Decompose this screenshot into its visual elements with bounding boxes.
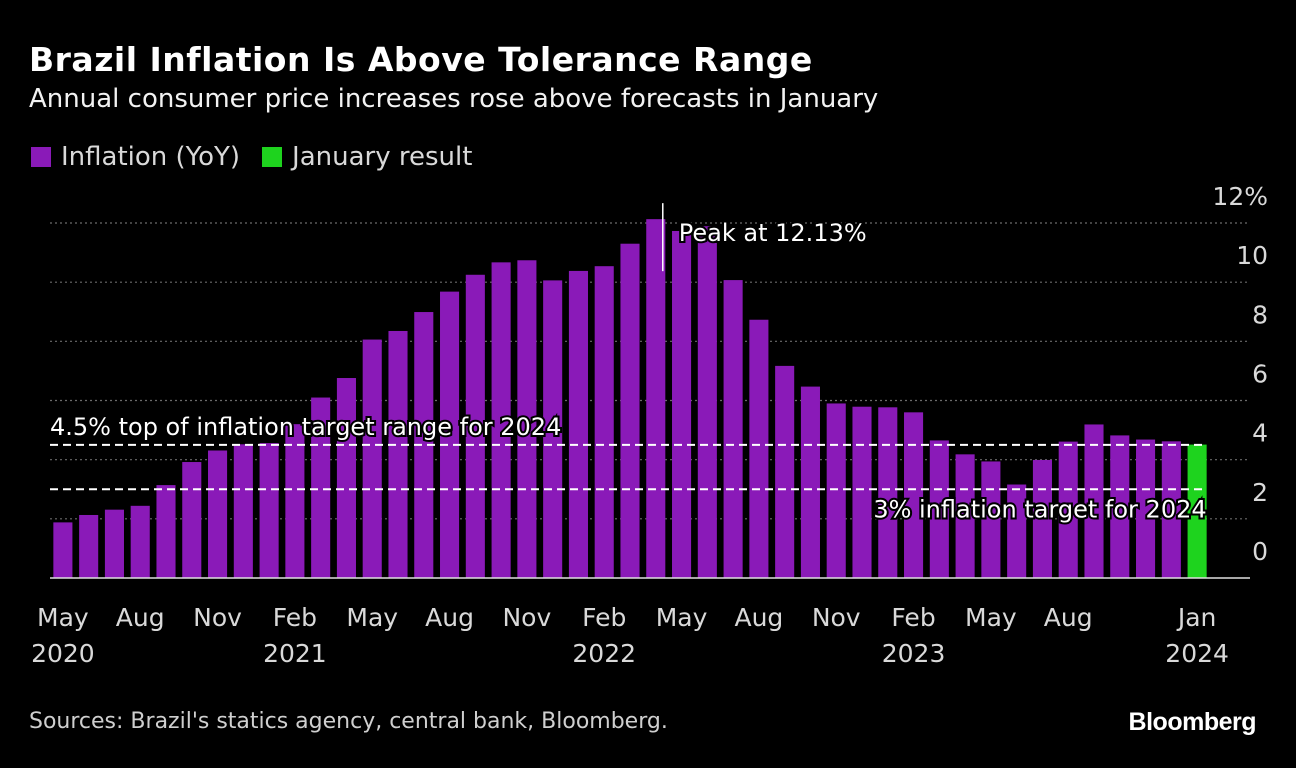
chart-subtitle: Annual consumer price increases rose abo… [29, 84, 879, 114]
bar [233, 444, 253, 578]
legend: Inflation (YoY) January result [31, 142, 494, 172]
source-note: Sources: Brazil's statics agency, centra… [29, 709, 668, 734]
bar [878, 407, 898, 578]
reference-line-label: 4.5% top of inflation target range for 2… [50, 413, 561, 441]
x-tick-label: May [656, 603, 708, 632]
bar [543, 280, 563, 578]
bar [130, 505, 150, 578]
bar [465, 274, 485, 578]
bar [929, 440, 949, 578]
bar [955, 454, 975, 578]
x-tick-year-label: 2022 [572, 639, 636, 668]
x-tick-label: May [965, 603, 1017, 632]
bar [104, 509, 124, 578]
x-tick-label: Feb [582, 603, 626, 632]
bar [517, 260, 537, 578]
x-tick-label: Feb [891, 603, 935, 632]
legend-label-inflation: Inflation (YoY) [61, 142, 241, 172]
bar [156, 485, 176, 578]
bar [646, 219, 666, 578]
y-tick-label: 6 [1252, 360, 1268, 389]
bar [594, 266, 614, 578]
bar [491, 262, 511, 578]
x-tick-year-label: 2023 [882, 639, 946, 668]
x-tick-label: Jan [1176, 603, 1217, 632]
x-tick-year-label: 2021 [263, 639, 327, 668]
bar [182, 462, 202, 578]
bar [852, 406, 872, 578]
bar [311, 397, 331, 578]
bar [440, 291, 460, 578]
x-tick-label: Nov [812, 603, 861, 632]
bar [904, 412, 924, 578]
x-tick-label: Feb [273, 603, 317, 632]
legend-item-january: January result [262, 142, 472, 172]
bar [723, 280, 743, 578]
bar [826, 403, 846, 578]
x-tick-label: Aug [116, 603, 165, 632]
x-tick-label: May [346, 603, 398, 632]
x-tick-label: Nov [193, 603, 242, 632]
legend-swatch-january [262, 147, 283, 167]
y-tick-label: 10 [1236, 241, 1268, 270]
bar [336, 378, 356, 578]
x-tick-year-label: 2020 [31, 639, 95, 668]
legend-label-january: January result [292, 142, 473, 172]
bar [388, 330, 408, 578]
bar [800, 386, 820, 578]
bar [749, 319, 769, 578]
bar-january-result [1187, 444, 1207, 578]
bar [775, 365, 795, 578]
reference-line-label: 3% inflation target for 2024 [873, 495, 1206, 523]
bar [362, 339, 382, 578]
legend-swatch-inflation [31, 147, 51, 167]
bar [1007, 484, 1027, 578]
x-tick-label: Nov [502, 603, 551, 632]
x-tick-year-label: 2024 [1165, 639, 1229, 668]
y-tick-label: 12% [1212, 182, 1268, 211]
bar [1058, 441, 1078, 578]
bar [285, 424, 305, 578]
bar [1110, 435, 1130, 578]
bar [1136, 439, 1156, 578]
bar [1161, 441, 1181, 578]
peak-annotation-label: Peak at 12.13% [679, 219, 867, 247]
y-tick-label: 4 [1252, 419, 1268, 448]
bar [568, 270, 588, 578]
bloomberg-logo: Bloomberg [1128, 708, 1257, 736]
x-tick-label: May [37, 603, 89, 632]
bar [981, 461, 1001, 578]
y-tick-label: 0 [1252, 537, 1268, 566]
y-tick-label: 8 [1252, 300, 1268, 329]
bar [79, 514, 99, 578]
bar [672, 230, 692, 579]
x-tick-label: Aug [734, 603, 783, 632]
bar [208, 450, 228, 578]
bar [414, 312, 434, 578]
legend-item-inflation: Inflation (YoY) [31, 142, 240, 172]
bar [697, 226, 717, 579]
bar [1032, 459, 1052, 578]
y-tick-label: 2 [1252, 478, 1268, 507]
chart-title: Brazil Inflation Is Above Tolerance Rang… [29, 40, 813, 79]
x-tick-label: Aug [425, 603, 474, 632]
x-tick-label: Aug [1044, 603, 1093, 632]
bar [259, 443, 279, 578]
bar [53, 522, 73, 578]
bar [1084, 424, 1104, 578]
bar [620, 243, 640, 579]
